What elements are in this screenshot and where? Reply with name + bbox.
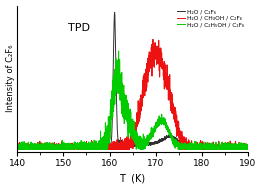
H₂O / C₂F₆ [221,148,224,150]
H₂O / C₂F₆ [104,146,107,148]
H₂O / CH₃OH / C₂F₆ [217,143,220,145]
H₂O / CH₃OH / C₂F₆ [42,143,45,146]
H₂O / C₂H₅OH / C₂F₆ [56,145,59,148]
H₂O / C₂F₆ [16,145,19,147]
H₂O / C₂H₅OH / C₂F₆ [242,142,245,144]
H₂O / CH₃OH / C₂F₆ [56,146,59,148]
Text: TPD: TPD [68,23,90,33]
H₂O / CH₃OH / C₂F₆ [17,148,20,150]
H₂O / C₂H₅OH / C₂F₆ [42,146,45,148]
H₂O / C₂F₆ [217,145,220,147]
H₂O / C₂F₆ [42,147,45,149]
H₂O / C₂F₆ [242,146,245,148]
H₂O / CH₃OH / C₂F₆ [104,146,107,148]
H₂O / C₂H₅OH / C₂F₆ [16,148,19,150]
H₂O / CH₃OH / C₂F₆ [151,38,155,40]
H₂O / C₂H₅OH / C₂F₆ [217,147,220,149]
H₂O / C₂F₆ [246,146,249,148]
H₂O / C₂F₆ [113,11,116,14]
H₂O / CH₃OH / C₂F₆ [114,148,117,150]
H₂O / CH₃OH / C₂F₆ [16,146,19,148]
H₂O / C₂H₅OH / C₂F₆ [104,148,107,150]
H₂O / CH₃OH / C₂F₆ [246,144,249,146]
H₂O / C₂F₆ [56,147,59,149]
H₂O / CH₃OH / C₂F₆ [242,147,245,150]
Line: H₂O / C₂F₆: H₂O / C₂F₆ [17,12,248,149]
H₂O / C₂H₅OH / C₂F₆ [246,147,249,149]
H₂O / C₂H₅OH / C₂F₆ [114,85,117,87]
H₂O / C₂H₅OH / C₂F₆ [117,50,120,52]
H₂O / C₂F₆ [114,56,117,59]
Line: H₂O / CH₃OH / C₂F₆: H₂O / CH₃OH / C₂F₆ [17,39,248,149]
Legend: H₂O / C₂F₆, H₂O / CH₃OH / C₂F₆, H₂O / C₂H₅OH / C₂F₆: H₂O / C₂F₆, H₂O / CH₃OH / C₂F₆, H₂O / C₂… [175,7,246,29]
Y-axis label: Intensity of C₂F₆: Intensity of C₂F₆ [6,45,15,112]
Line: H₂O / C₂H₅OH / C₂F₆: H₂O / C₂H₅OH / C₂F₆ [17,51,248,149]
X-axis label: T  (K): T (K) [119,174,146,184]
